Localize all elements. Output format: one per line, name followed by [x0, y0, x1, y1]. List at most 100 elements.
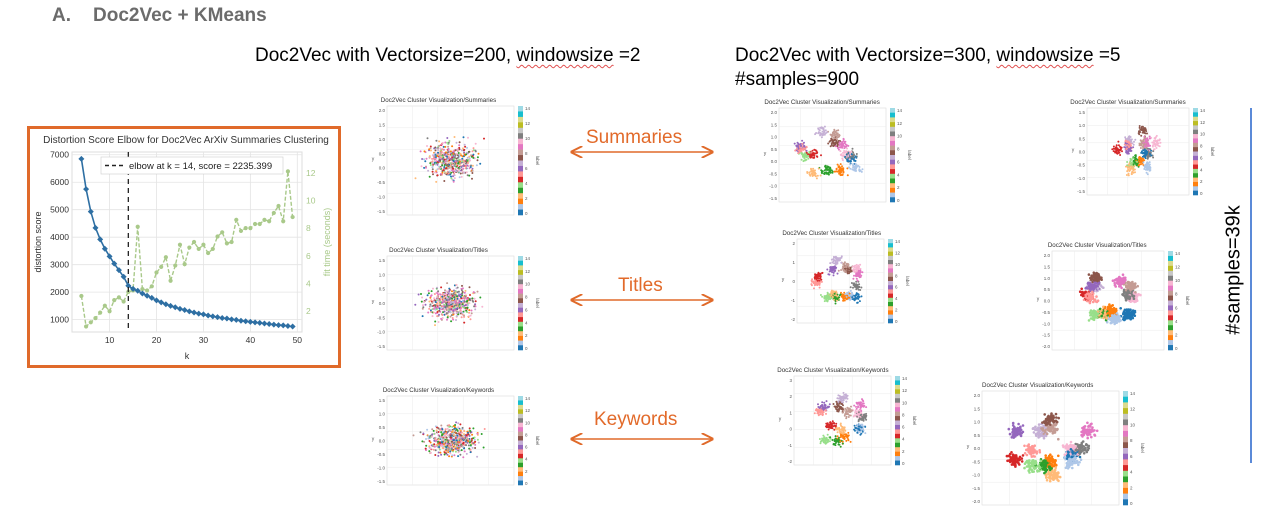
scatter-point — [436, 168, 439, 171]
scatter-point — [852, 298, 855, 301]
scatter-point — [453, 446, 456, 449]
colorbar-swatch — [518, 193, 523, 199]
scatter-point — [833, 292, 836, 295]
scatter-point — [472, 147, 475, 150]
thumbnail-y-tick: 0.0 — [1079, 150, 1086, 155]
scatter-point — [857, 288, 860, 291]
scatter-point — [444, 295, 447, 298]
fit-time-point — [220, 230, 225, 235]
scatter-point — [423, 301, 426, 303]
scatter-point — [851, 291, 853, 294]
scatter-point — [829, 145, 832, 148]
scatter-point — [1132, 311, 1135, 315]
scatter-point — [853, 165, 856, 168]
scatter-point — [443, 443, 445, 445]
scatter-point — [414, 303, 417, 306]
scatter-point — [449, 450, 452, 453]
scatter-point — [1087, 273, 1091, 276]
scatter-point — [444, 160, 447, 163]
scatter-point — [1103, 311, 1107, 315]
scatter-point — [1138, 164, 1140, 167]
scatter-point — [454, 293, 457, 296]
y-tick-label: 2000 — [50, 287, 69, 297]
scatter-point — [438, 446, 441, 448]
colorbar-swatch — [888, 255, 893, 261]
scatter-point — [833, 290, 836, 293]
fit-time-point — [210, 246, 215, 252]
scatter-point — [819, 272, 822, 275]
scatter-point — [1145, 130, 1148, 133]
colorbar-swatch — [518, 335, 523, 341]
colorbar-tick: 10 — [525, 420, 531, 425]
scatter-point — [1148, 137, 1151, 140]
scatter-point — [1124, 299, 1128, 302]
fit-time-point — [238, 228, 244, 234]
scatter-point — [856, 268, 859, 271]
scatter-point — [834, 262, 837, 265]
scatter-point — [824, 132, 827, 135]
thumbnail-y-tick: 0.5 — [771, 147, 778, 152]
scatter-point — [1091, 300, 1095, 304]
scatter-point — [823, 131, 825, 134]
scatter-point — [450, 168, 453, 170]
scatter-point — [425, 449, 427, 452]
colorbar-swatch — [895, 460, 900, 466]
scatter-point — [1105, 317, 1108, 320]
colorbar-swatch — [890, 136, 895, 142]
scatter-point — [1119, 307, 1122, 310]
scatter-point — [438, 313, 440, 316]
thumbnail-y-tick: -0.5 — [377, 180, 385, 185]
scatter-point — [453, 174, 456, 177]
scatter-point — [1127, 166, 1129, 169]
scatter-point — [1155, 134, 1158, 137]
scatter-point — [448, 170, 451, 173]
scatter-point — [860, 286, 863, 289]
colorbar-swatch — [895, 416, 900, 421]
col2-header-suffix: =5 — [1093, 45, 1121, 66]
scatter-point — [440, 445, 443, 447]
scatter-point — [459, 152, 462, 155]
scatter-point — [431, 168, 434, 171]
scatter-point — [456, 295, 459, 298]
scatter-point — [480, 433, 483, 435]
colorbar-swatch — [518, 176, 523, 183]
scatter-point — [419, 150, 422, 153]
scatter-point — [1138, 142, 1141, 145]
scatter-point — [836, 141, 839, 144]
scatter-point — [835, 139, 838, 142]
scatter-point — [821, 170, 824, 173]
colorbar-swatch — [1193, 168, 1198, 174]
colorbar-tick: 2 — [1200, 179, 1203, 184]
scatter-point — [825, 412, 827, 415]
scatter-point — [1127, 310, 1131, 314]
scatter-point — [835, 294, 838, 297]
scatter-point — [855, 272, 858, 275]
thumbnail-y-tick: 1.0 — [1044, 276, 1051, 281]
colorbar-swatch — [888, 289, 893, 294]
colorbar-swatch — [895, 451, 900, 457]
scatter-point — [1158, 139, 1161, 142]
scatter-point — [830, 297, 833, 300]
scatter-point — [443, 158, 446, 161]
scatter-point — [1134, 138, 1137, 141]
scatter-point — [1117, 144, 1120, 147]
scatter-point — [462, 295, 465, 298]
colorbar-swatch — [1168, 345, 1173, 351]
x-tick-label: 20 — [152, 335, 162, 345]
scatter-point — [435, 305, 438, 308]
scatter-point — [859, 263, 862, 266]
scatter-point — [451, 294, 454, 297]
scatter-point — [433, 293, 436, 295]
cluster-thumbnail: Doc2Vec Cluster Visualization/Titles210-… — [782, 230, 910, 324]
scatter-point — [1078, 290, 1082, 293]
colorbar-tick: 0 — [525, 481, 528, 486]
colorbar-label: label — [912, 416, 917, 426]
colorbar-swatch — [518, 122, 523, 129]
scatter-point — [800, 158, 803, 161]
scatter-point — [448, 303, 451, 305]
distortion-point — [167, 302, 174, 309]
scatter-point — [1088, 294, 1091, 298]
scatter-point — [453, 156, 456, 159]
scatter-point — [819, 294, 822, 296]
scatter-point — [434, 425, 437, 428]
